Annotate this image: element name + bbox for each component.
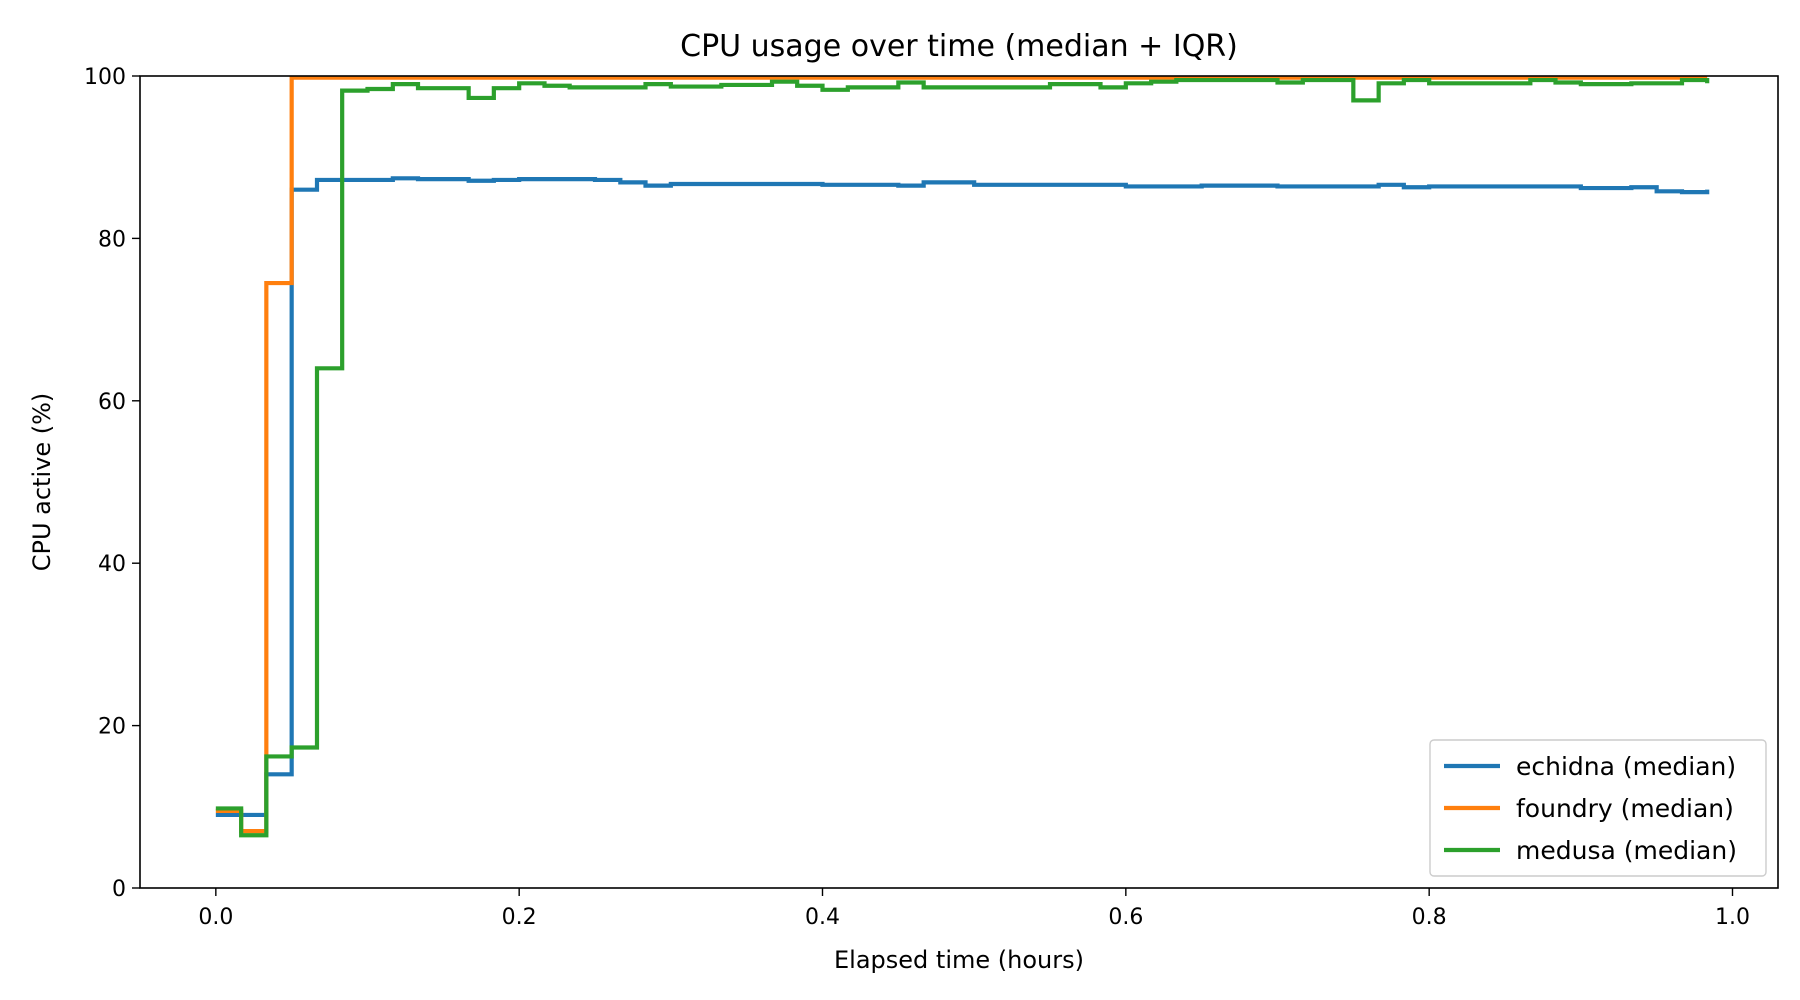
series-layer <box>215 75 1710 838</box>
x-tick-label: 0.8 <box>1412 905 1447 930</box>
y-tick-label: 40 <box>98 552 126 577</box>
legend-box <box>1429 739 1767 877</box>
y-axis-label: CPU active (%) <box>28 393 56 572</box>
y-tick-label: 100 <box>84 65 126 90</box>
y-tick-label: 60 <box>98 390 126 415</box>
x-tick-label: 1.0 <box>1715 905 1750 930</box>
x-tick-label: 0.6 <box>1108 905 1143 930</box>
y-tick-label: 80 <box>98 227 126 252</box>
x-tick-label: 0.0 <box>198 905 233 930</box>
y-tick-label: 0 <box>112 877 126 902</box>
x-tick-label: 0.2 <box>502 905 537 930</box>
plot-frame <box>139 75 1779 889</box>
legend-label: echidna (median) <box>1516 752 1736 781</box>
x-tick-label: 0.4 <box>805 905 840 930</box>
series-line-medusa <box>215 77 1710 838</box>
legend: echidna (median) foundry (median) medusa (… <box>1429 739 1767 877</box>
x-axis-label: Elapsed time (hours) <box>834 946 1084 974</box>
legend-label: medusa (median) <box>1516 836 1737 865</box>
chart-title: CPU usage over time (median + IQR) <box>680 29 1238 64</box>
x-axis-ticks: 0.0 0.2 0.4 0.6 0.8 1.0 <box>198 888 1750 930</box>
y-axis-ticks: 0 20 40 60 80 100 <box>84 65 140 902</box>
series-line-echidna <box>215 176 1710 818</box>
y-tick-label: 20 <box>98 715 126 740</box>
legend-label: foundry (median) <box>1516 794 1734 823</box>
